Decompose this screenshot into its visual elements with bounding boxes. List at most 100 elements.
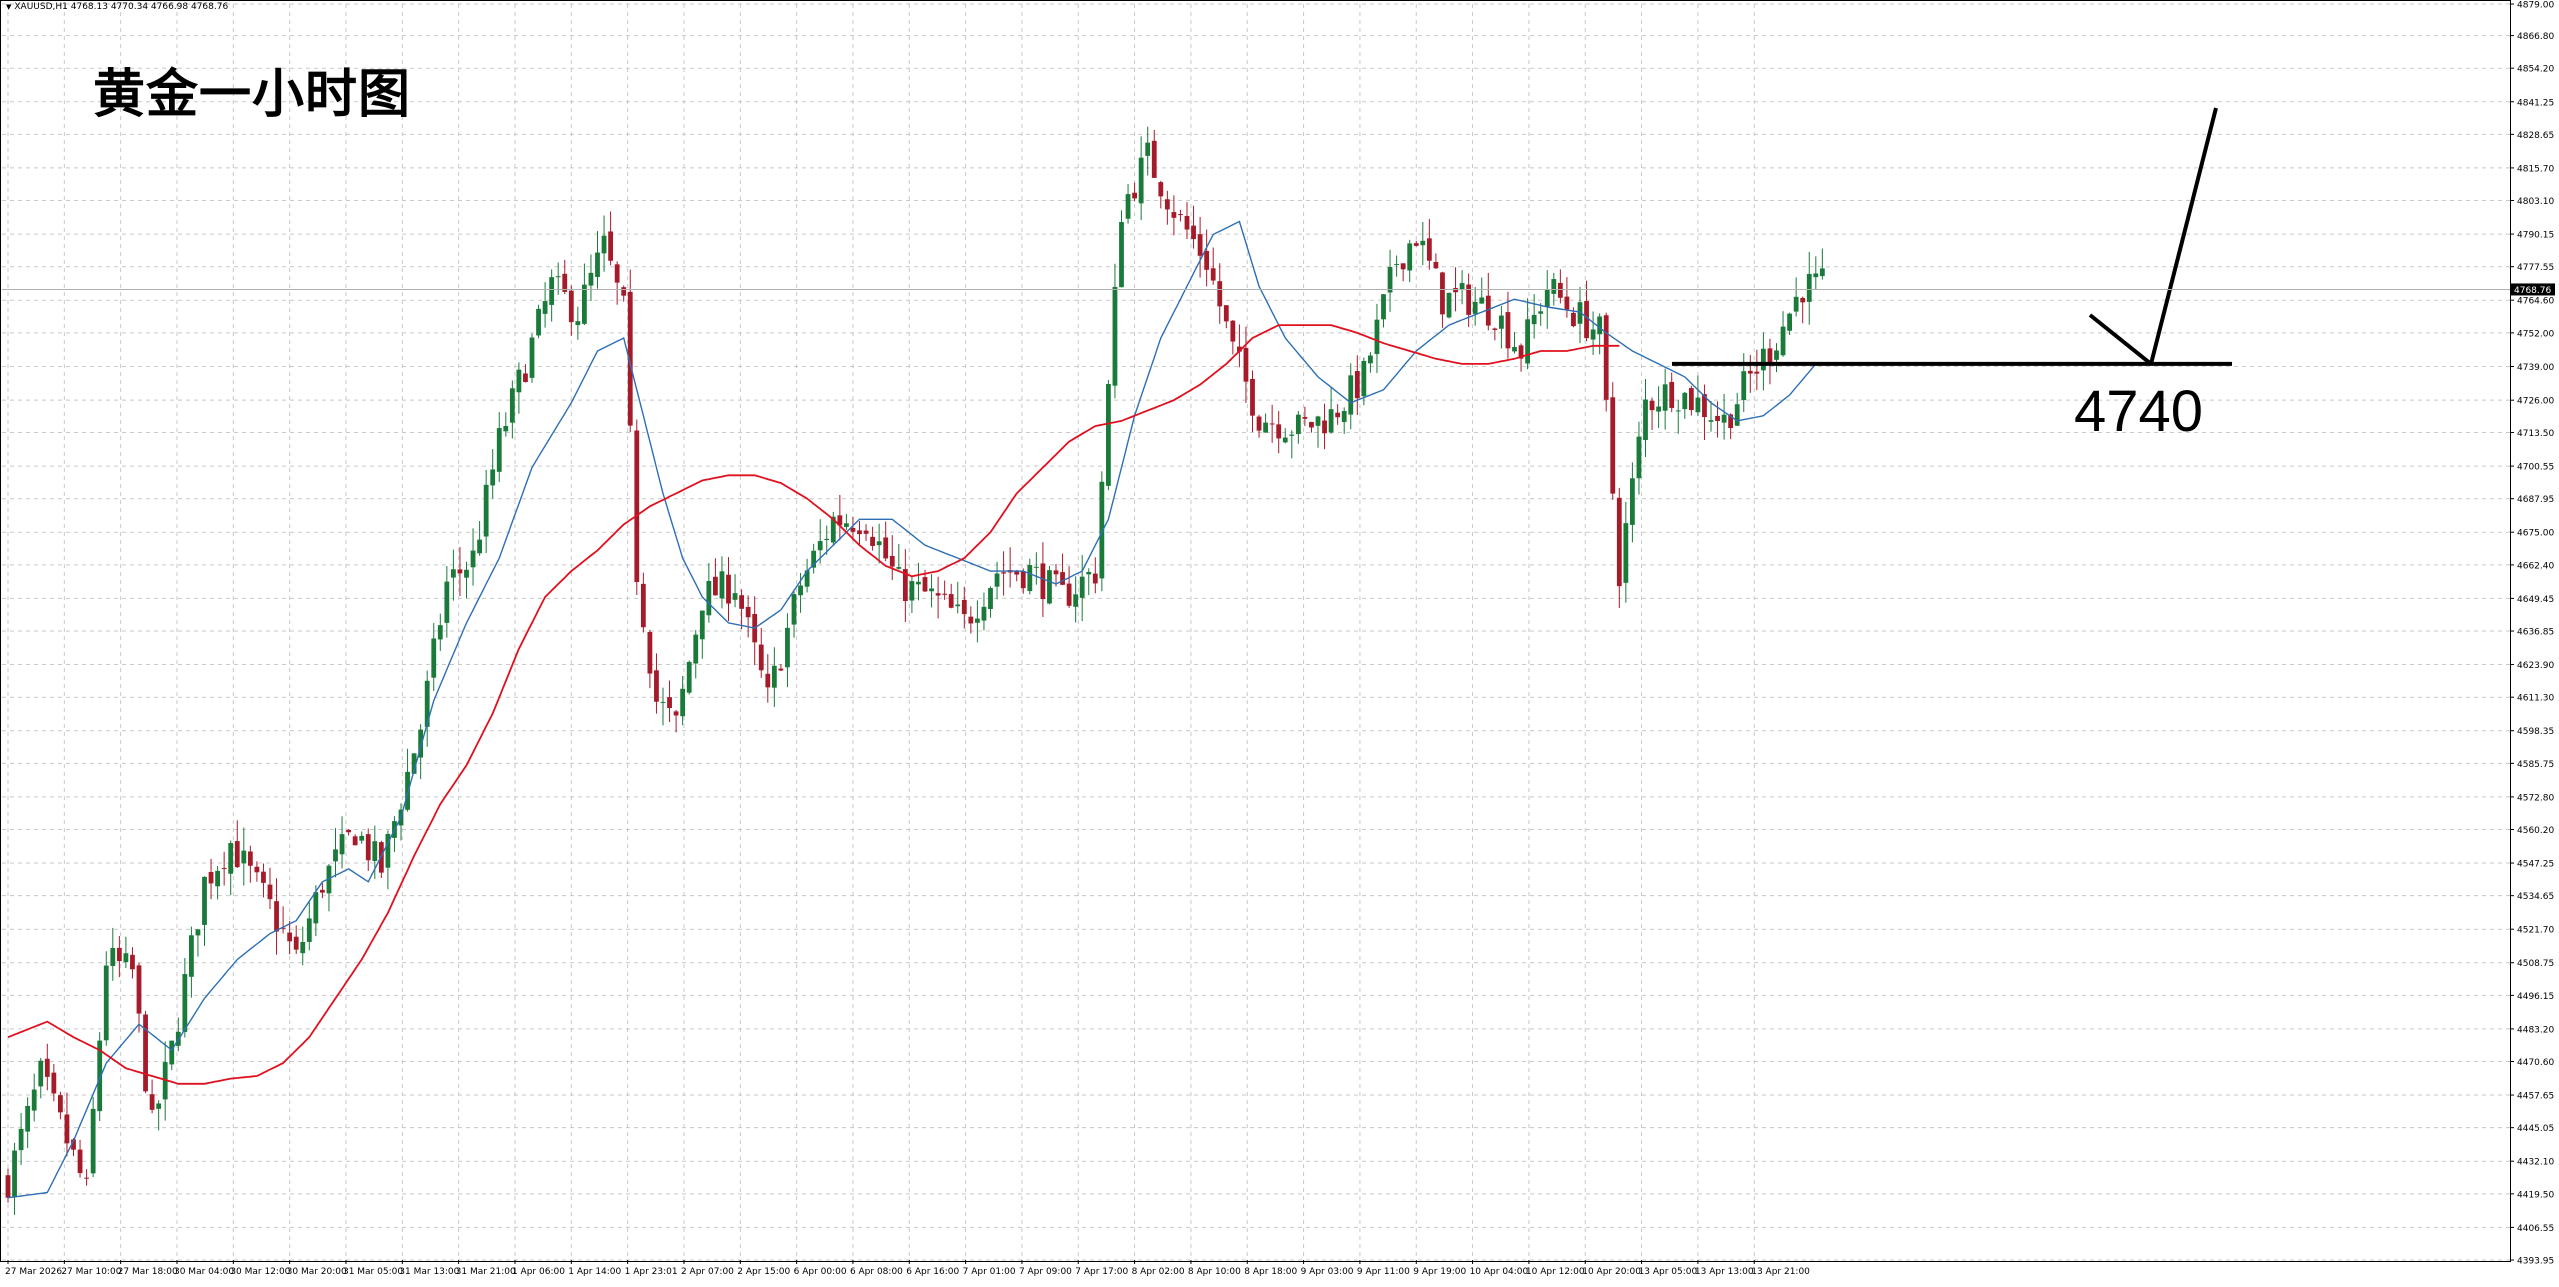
candle-bear (837, 515, 843, 526)
candle-bull (1682, 392, 1688, 410)
candle-bear (1237, 346, 1242, 352)
candle-bear (608, 231, 613, 261)
candle-bear (1426, 238, 1432, 261)
candle-bull (896, 567, 902, 569)
candle-bull (228, 843, 234, 874)
candle-bull (575, 321, 581, 326)
candle-bear (143, 1014, 148, 1092)
candle-bear (889, 555, 895, 567)
candle-bear (614, 264, 620, 283)
candle-bear (1053, 570, 1059, 575)
candle-bull (555, 276, 561, 278)
candle-bull (1263, 422, 1268, 433)
candle-bull (1420, 240, 1426, 246)
candle-bear (621, 287, 627, 296)
candle-bear (1440, 272, 1445, 315)
candle-bull (326, 865, 332, 894)
candle-bull (1282, 437, 1288, 443)
candle-bear (968, 616, 974, 624)
x-tick-label: 13 Apr 13:00 (1695, 1267, 1754, 1277)
candle-bull (981, 606, 987, 621)
current-price-tag (2511, 283, 2555, 296)
candle-bear (1309, 421, 1314, 428)
candle-bear (254, 866, 260, 873)
candle-bear (568, 290, 574, 323)
candle-bull (1145, 142, 1151, 156)
candle-bear (1217, 281, 1223, 307)
x-tick-label: 30 Mar 12:00 (230, 1267, 290, 1277)
x-tick-label: 10 Apr 12:00 (1526, 1267, 1585, 1277)
x-tick-label: 9 Apr 11:00 (1357, 1267, 1410, 1277)
y-tick-label: 4483.20 (2517, 1025, 2554, 1035)
y-tick-label: 4662.40 (2517, 561, 2554, 571)
candle-bear (961, 600, 967, 615)
candle-bull (588, 272, 594, 286)
candle-bull (1787, 313, 1792, 331)
candle-bear (320, 889, 325, 893)
candle-bear (84, 1177, 89, 1179)
candle-bull (1662, 384, 1668, 411)
candle-bull (844, 523, 849, 527)
candle-bear (1158, 182, 1164, 197)
candle-bear (71, 1139, 76, 1150)
candle-bull (31, 1089, 37, 1111)
x-tick-label: 2 Apr 15:00 (737, 1267, 790, 1277)
candle-bull (1387, 266, 1393, 293)
x-tick-label: 30 Mar 20:00 (287, 1267, 347, 1277)
candle-bull (1138, 157, 1144, 204)
x-tick-label: 7 Apr 17:00 (1075, 1267, 1128, 1277)
candle-bear (1250, 378, 1255, 416)
candle-bull (988, 588, 993, 610)
x-tick-label: 1 Apr 23:01 (625, 1267, 678, 1277)
candle-bull (103, 965, 109, 1041)
candle-bull (1328, 409, 1334, 433)
candle-bull (1623, 523, 1629, 583)
candle-bull (536, 308, 541, 336)
candle-bear (365, 834, 371, 861)
candle-bear (1256, 416, 1262, 431)
candle-bull (785, 627, 790, 668)
y-tick-label: 4496.15 (2517, 992, 2554, 1002)
candle-bear (1754, 371, 1760, 374)
candle-bear (1492, 328, 1498, 330)
candle-bear (1518, 345, 1524, 359)
candle-bear (1197, 234, 1203, 256)
candle-bull (1027, 565, 1033, 592)
candle-bear (58, 1095, 63, 1113)
candle-bull (1597, 316, 1603, 335)
candle-bull (1125, 194, 1131, 219)
dropdown-triangle-icon[interactable]: ▼ (6, 3, 12, 11)
candle-bull (169, 1040, 175, 1065)
candle-bear (1230, 320, 1236, 342)
candle-bull (503, 425, 509, 432)
candle-bear (667, 697, 672, 709)
candle-bull (595, 252, 600, 277)
candle-bull (1086, 571, 1092, 575)
candle-bear (1557, 282, 1563, 298)
candle-bear (261, 871, 266, 883)
candle-bear (221, 868, 227, 870)
candles (5, 126, 1825, 1215)
candle-bull (1381, 294, 1386, 320)
candle-bear (1066, 583, 1072, 606)
candle-bull (333, 849, 338, 862)
candle-bear (739, 595, 744, 609)
user-drawings (1672, 107, 2232, 366)
candle-bull (496, 428, 502, 472)
candle-bear (234, 841, 240, 868)
candle-bear (1433, 262, 1439, 269)
y-tick-label: 4611.30 (2517, 694, 2554, 704)
projection-drop-line (2088, 313, 2153, 366)
x-tick-label: 9 Apr 03:00 (1301, 1267, 1354, 1277)
candle-bull (241, 850, 247, 864)
candle-bear (1132, 192, 1137, 199)
candle-bull (542, 301, 548, 314)
candle-bear (1728, 414, 1734, 429)
candle-bull (830, 516, 836, 543)
candle-bear (1564, 296, 1570, 310)
y-tick-label: 4752.00 (2517, 329, 2554, 339)
candle-bull (529, 337, 535, 378)
